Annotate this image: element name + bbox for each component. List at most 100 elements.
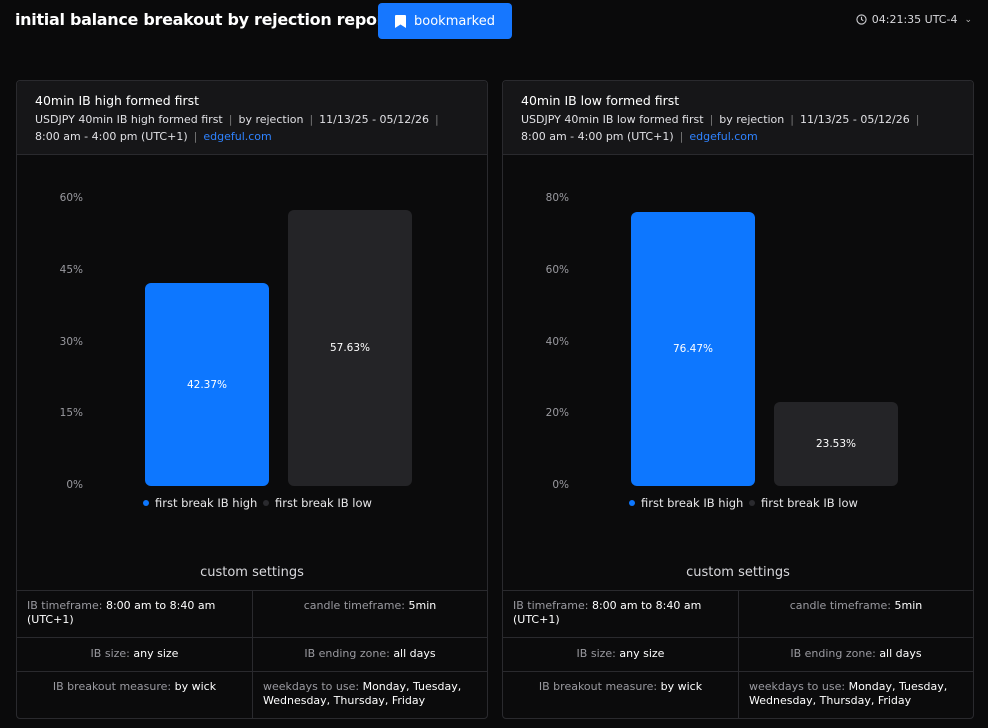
panel-header: 40min IB high formed first USDJPY 40min … (17, 81, 487, 155)
top-bar: initial balance breakout by rejection re… (0, 0, 988, 40)
bar-chart: 60% 45% 30% 15% 0% 42.37% 57.63% first break IB… (17, 156, 487, 516)
meta-symbol: USDJPY 40min IB high formed first (35, 113, 223, 126)
setting-label: IB breakout measure: (538, 680, 658, 693)
bar-value-label: 42.37% (186, 378, 228, 391)
y-tick-label: 80% (545, 192, 569, 204)
setting-value: by wick (660, 680, 703, 693)
bar-first-break-ib-high[interactable]: 42.37% (145, 283, 269, 486)
setting-label: IB timeframe: (27, 599, 103, 612)
setting-value: 8:00 am to 8:40 am (UTC+1) (513, 599, 702, 626)
setting-label: IB size: (576, 647, 616, 660)
setting-value: 5min (894, 599, 923, 612)
setting-value: any size (133, 647, 179, 660)
legend-dot-icon (629, 500, 635, 506)
bar-first-break-ib-high[interactable]: 76.47% (631, 211, 755, 486)
y-tick-label: 60% (59, 192, 83, 204)
setting-breakout-measure: IB breakout measure: by wick (503, 672, 738, 719)
meta-session: 8:00 am - 4:00 pm (UTC+1) (35, 130, 188, 143)
report-panel-ib-low: 40min IB low formed first USDJPY 40min I… (502, 80, 974, 719)
meta-dates: 11/13/25 - 05/12/26 (799, 113, 910, 126)
separator: | (915, 113, 920, 126)
settings-grid: IB timeframe: 8:00 am to 8:40 am (UTC+1)… (17, 590, 487, 719)
edgeful-link[interactable]: edgeful.com (203, 130, 272, 143)
clock-text: 04:21:35 UTC-4 (871, 13, 958, 26)
legend-item[interactable]: first break IB low (749, 496, 858, 510)
meta-by: by rejection (719, 113, 785, 126)
setting-label: IB ending zone: (304, 647, 390, 660)
settings-grid: IB timeframe: 8:00 am to 8:40 am (UTC+1)… (503, 590, 973, 719)
setting-weekdays: weekdays to use: Monday, Tuesday, Wednes… (252, 672, 487, 719)
panel-meta: USDJPY 40min IB low formed first | by reje… (521, 111, 955, 145)
setting-ib-size: IB size: any size (503, 638, 738, 671)
panel-header: 40min IB low formed first USDJPY 40min I… (503, 81, 973, 155)
legend-label: first break IB high (641, 496, 744, 510)
separator: | (193, 130, 198, 143)
bar-first-break-ib-low[interactable]: 23.53% (774, 401, 898, 486)
setting-value: 5min (408, 599, 437, 612)
meta-dates: 11/13/25 - 05/12/26 (319, 113, 429, 126)
y-tick-label: 20% (545, 407, 569, 420)
clock-dropdown[interactable]: 04:21:35 UTC-4 ⌄ (856, 13, 972, 26)
meta-by: by rejection (238, 113, 304, 126)
separator: | (709, 113, 714, 126)
setting-breakout-measure: IB breakout measure: by wick (17, 672, 252, 719)
bookmarked-button[interactable]: bookmarked (378, 3, 512, 39)
bookmark-icon (395, 14, 406, 28)
setting-value: by wick (174, 680, 217, 693)
separator: | (434, 113, 439, 126)
bookmarked-label: bookmarked (414, 13, 495, 29)
setting-label: IB ending zone: (790, 647, 876, 660)
edgeful-link[interactable]: edgeful.com (689, 130, 758, 143)
setting-label: candle timeframe: (303, 599, 405, 612)
legend-dot-icon (143, 500, 149, 506)
chevron-down-icon: ⌄ (964, 14, 972, 25)
panel-meta: USDJPY 40min IB high formed first | by rej… (35, 111, 469, 145)
legend-label: first break IB low (761, 496, 858, 510)
y-tick-label: 15% (59, 407, 83, 420)
setting-candle-timeframe: candle timeframe: 5min (738, 591, 973, 637)
meta-session: 8:00 am - 4:00 pm (UTC+1) (521, 130, 674, 143)
setting-value: Monday, Tuesday, Wednesday, Thursday, Fr… (263, 680, 462, 707)
separator: | (679, 130, 684, 143)
setting-label: candle timeframe: (789, 599, 891, 612)
y-tick-label: 0% (552, 479, 569, 491)
y-tick-label: 40% (545, 335, 569, 348)
setting-ib-size: IB size: any size (17, 638, 252, 671)
y-tick-label: 0% (66, 479, 83, 491)
setting-ib-ending-zone: IB ending zone: all days (252, 638, 487, 671)
y-tick-label: 45% (59, 263, 83, 276)
legend-item[interactable]: first break IB high (143, 496, 257, 510)
setting-ib-ending-zone: IB ending zone: all days (738, 638, 973, 671)
setting-ib-timeframe: IB timeframe: 8:00 am to 8:40 am (UTC+1) (503, 591, 738, 637)
bar-value-label: 23.53% (815, 437, 857, 450)
setting-value: Monday, Tuesday, Wednesday, Thursday, Fr… (749, 680, 948, 707)
y-tick-label: 30% (59, 335, 83, 348)
custom-settings-title: custom settings (686, 565, 790, 580)
legend-dot-icon (749, 500, 755, 506)
setting-ib-timeframe: IB timeframe: 8:00 am to 8:40 am (UTC+1) (17, 591, 252, 637)
panel-title: 40min IB high formed first (35, 93, 200, 108)
setting-label: weekdays to use: (749, 680, 846, 693)
report-panel-ib-high: 40min IB high formed first USDJPY 40min … (16, 80, 488, 719)
legend-label: first break IB low (275, 496, 372, 510)
clock-icon (856, 14, 867, 25)
meta-symbol: USDJPY 40min IB low formed first (521, 113, 704, 126)
setting-value: 8:00 am to 8:40 am (UTC+1) (27, 599, 216, 626)
legend-dot-icon (263, 500, 269, 506)
separator: | (228, 113, 233, 126)
setting-value: all days (879, 647, 922, 660)
separator: | (309, 113, 314, 126)
setting-label: weekdays to use: (263, 680, 360, 693)
setting-label: IB size: (90, 647, 130, 660)
legend-item[interactable]: first break IB low (263, 496, 372, 510)
y-tick-label: 60% (545, 263, 569, 276)
page-title: initial balance breakout by rejection re… (15, 10, 392, 29)
bar-value-label: 76.47% (672, 342, 714, 355)
setting-candle-timeframe: candle timeframe: 5min (252, 591, 487, 637)
bar-first-break-ib-low[interactable]: 57.63% (288, 210, 412, 486)
panel-title: 40min IB low formed first (521, 93, 680, 108)
legend-item[interactable]: first break IB high (629, 496, 743, 510)
setting-value: any size (619, 647, 665, 660)
setting-label: IB breakout measure: (52, 680, 172, 693)
separator: | (790, 113, 794, 126)
